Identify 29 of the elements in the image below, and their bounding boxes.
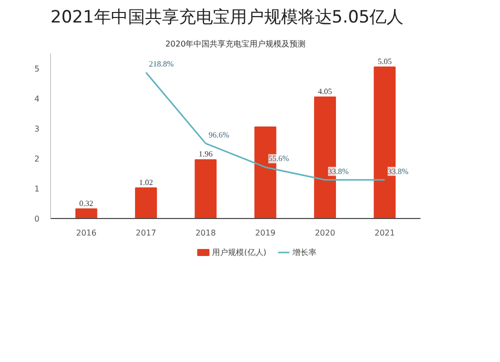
data-label: 4.05 — [318, 87, 332, 96]
y-tick-label: 1 — [34, 184, 40, 194]
data-label: 218.8% — [148, 60, 174, 69]
x-tick-label: 2017 — [136, 228, 156, 238]
x-tick-label: 2020 — [314, 228, 336, 238]
x-tick-label: 2019 — [255, 228, 276, 238]
legend-label: 用户规模(亿人) — [212, 248, 266, 257]
y-tick-label: 0 — [34, 214, 40, 224]
data-label: 33.8% — [328, 166, 350, 176]
chart-title: 2021年中国共享充电宝用户规模将达5.05亿人 — [50, 8, 404, 28]
data-label: 1.02 — [138, 178, 153, 187]
x-tick-label: 2016 — [76, 228, 96, 238]
data-label: 33.8% — [388, 166, 409, 176]
bar — [194, 159, 217, 218]
data-label: 1.96 — [198, 150, 213, 159]
legend-label: 增长率 — [292, 248, 317, 257]
bar — [75, 208, 98, 218]
data-label: 5.05 — [378, 57, 392, 66]
data-label: 96.6% — [208, 130, 230, 140]
y-tick-label: 4 — [34, 94, 40, 104]
chart-subtitle: 2020年中国共享充电宝用户规模及预测 — [165, 40, 306, 48]
x-tick-label: 2018 — [195, 228, 216, 238]
y-tick-label: 3 — [34, 124, 40, 134]
bar — [135, 187, 157, 218]
data-label: 55.6% — [268, 154, 290, 164]
y-tick-label: 2 — [34, 154, 40, 164]
x-tick-label: 2021 — [374, 228, 395, 238]
data-label: 0.32 — [79, 198, 94, 208]
y-tick-label: 5 — [34, 64, 40, 74]
